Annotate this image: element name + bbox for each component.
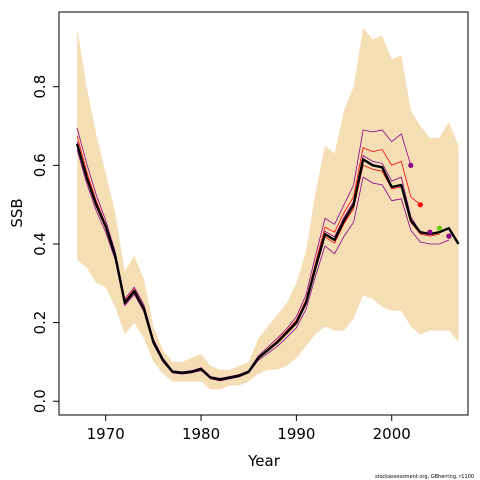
y-tick-label-2: 0.4 <box>31 232 49 256</box>
y-axis-label: SSB <box>8 198 26 227</box>
x-axis: 1970 1980 1990 2000 <box>87 415 411 443</box>
y-tick-label-0: 0.0 <box>31 389 49 413</box>
credit-text: stockassessment.org, GBherring, r1100 <box>375 474 474 480</box>
terminal-point-1 <box>408 162 414 168</box>
x-tick-label-1990: 1990 <box>277 425 315 443</box>
y-tick-label-3: 0.6 <box>31 153 49 177</box>
terminal-point-2 <box>417 202 423 208</box>
y-axis: 0.0 0.2 0.4 0.6 0.8 <box>31 75 59 413</box>
y-tick-label-1: 0.2 <box>31 311 49 335</box>
series-line-estimate <box>75 143 460 381</box>
terminal-point-4 <box>436 225 442 231</box>
x-axis-label: Year <box>247 452 281 470</box>
confidence-band <box>77 27 459 390</box>
plot-frame <box>58 11 469 416</box>
x-tick-label-2000: 2000 <box>373 425 411 443</box>
y-tick-label-4: 0.8 <box>31 75 49 99</box>
x-tick-label-1970: 1970 <box>87 425 125 443</box>
terminal-point-3 <box>427 229 433 235</box>
x-tick-label-1980: 1980 <box>182 425 220 443</box>
series-line-retro-lower <box>76 149 450 382</box>
terminal-point-5 <box>446 233 452 239</box>
